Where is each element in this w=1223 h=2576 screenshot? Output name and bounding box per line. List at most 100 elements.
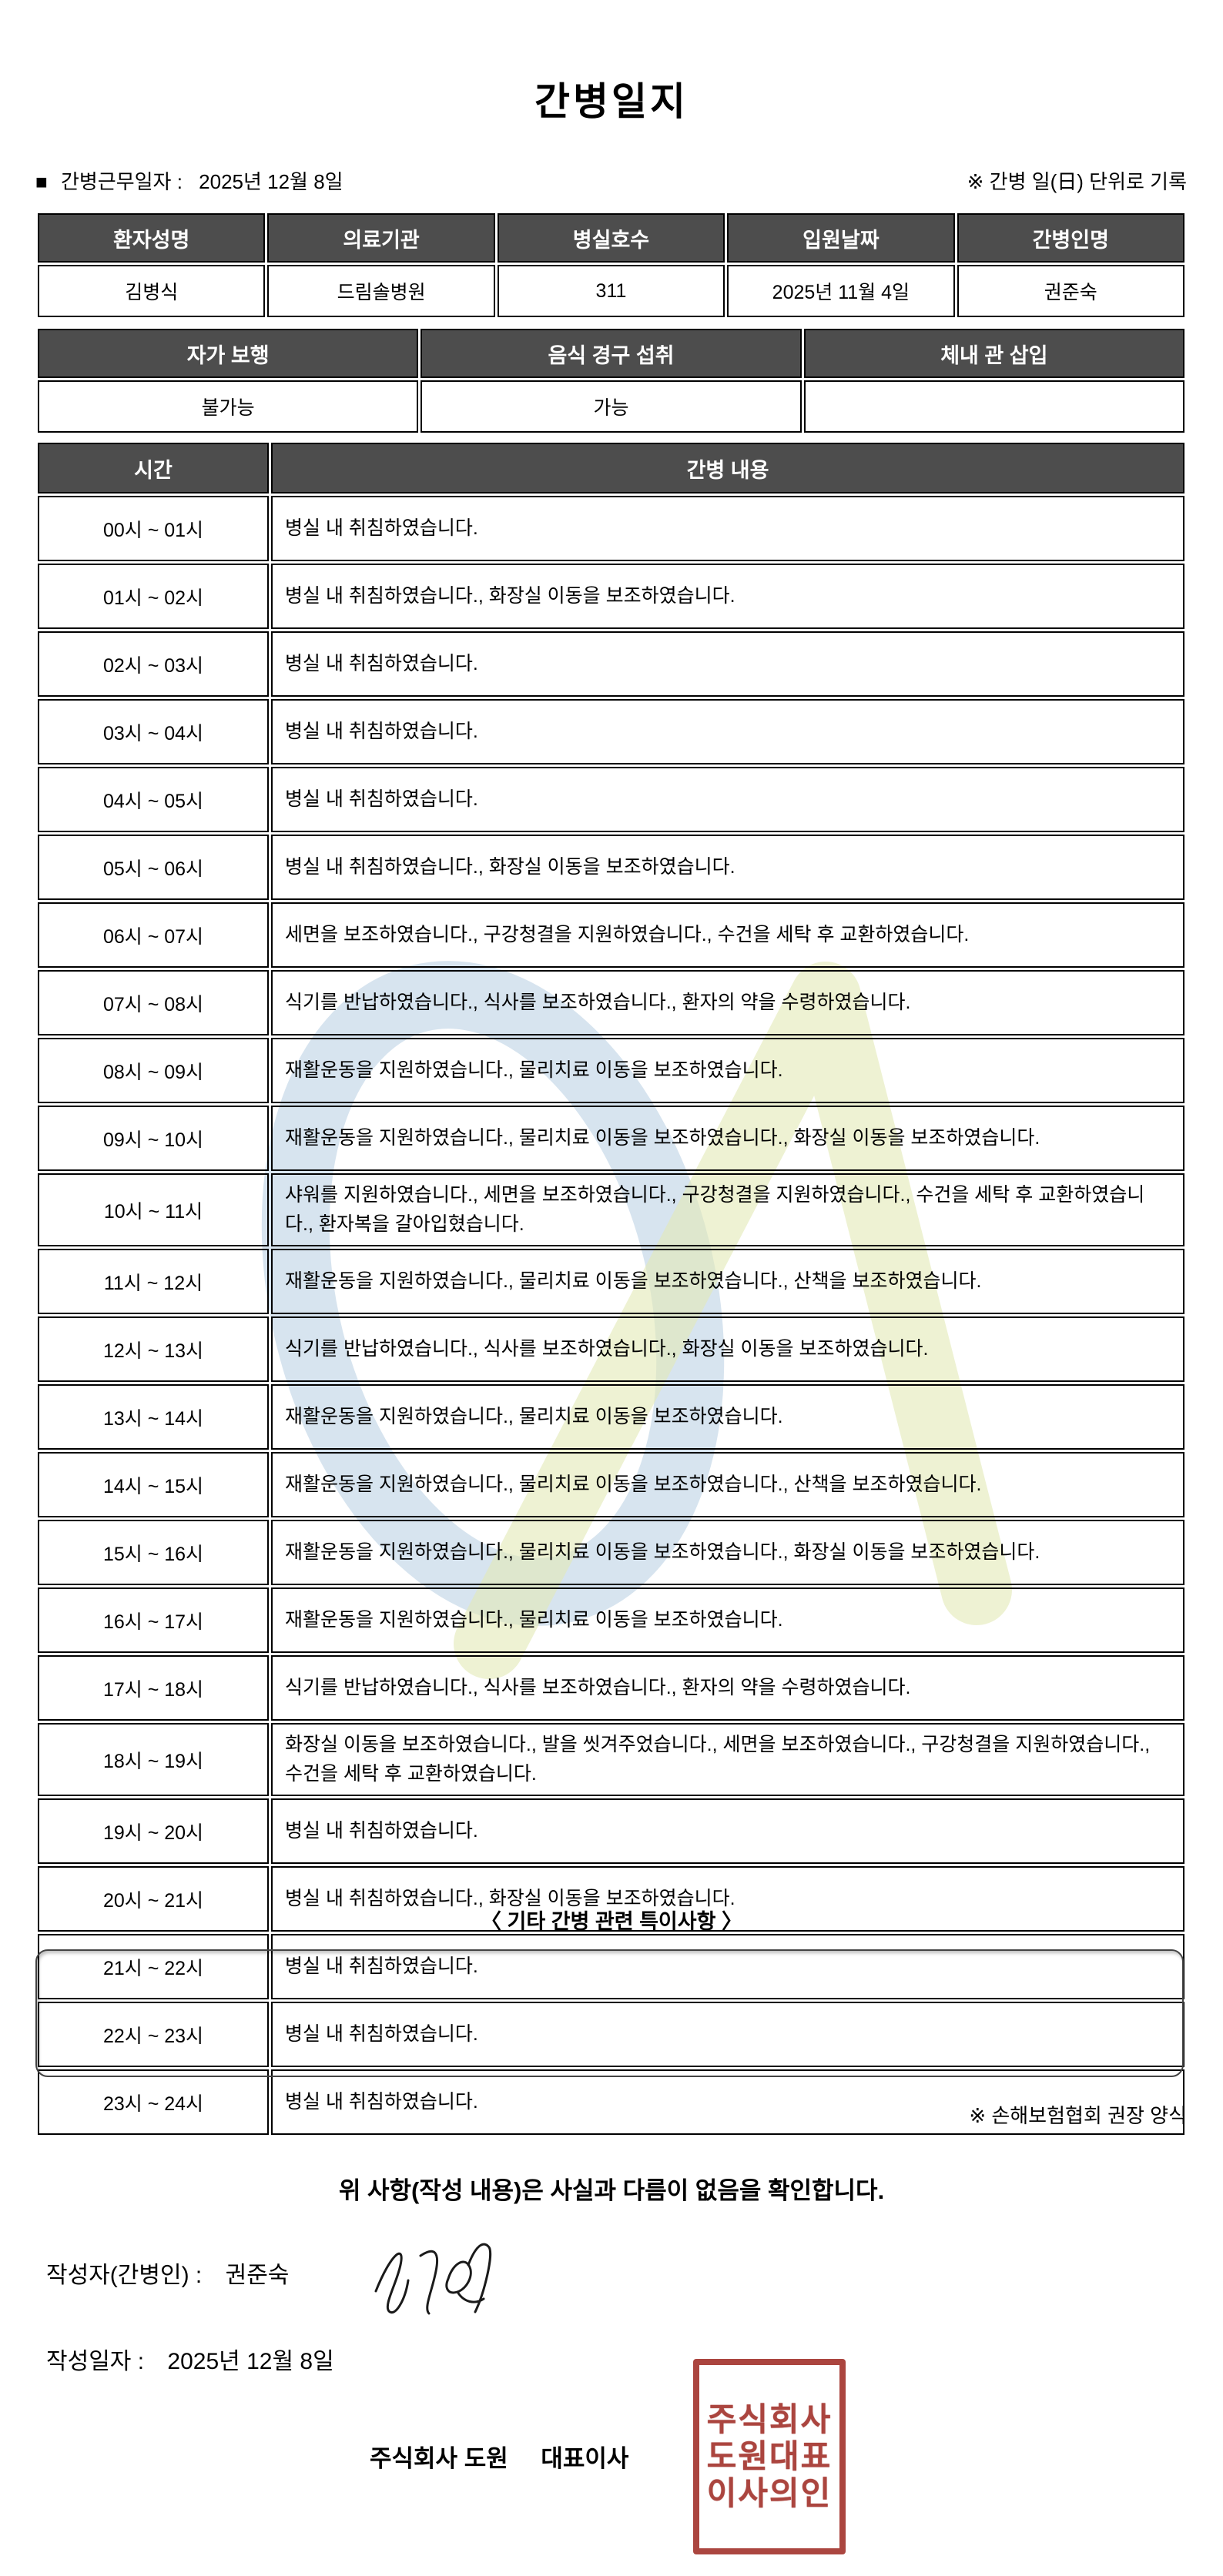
- log-content-cell: 병실 내 취침하였습니다.: [271, 767, 1184, 832]
- log-time-cell: 00시 ~ 01시: [38, 496, 269, 561]
- log-content-cell: 화장실 이동을 보조하였습니다., 발을 씻겨주었습니다., 세면을 보조하였습…: [271, 1723, 1184, 1796]
- log-time-cell: 03시 ~ 04시: [38, 699, 269, 764]
- log-content-cell: 병실 내 취침하였습니다.: [271, 1934, 1184, 1999]
- patient-value-cell: 311: [497, 265, 725, 317]
- patient-header-cell: 병실호수: [497, 213, 725, 263]
- log-row: 20시 ~ 21시 병실 내 취침하였습니다., 화장실 이동을 보조하였습니다…: [38, 1866, 1184, 1932]
- log-content-cell: 재활운동을 지원하였습니다., 물리치료 이동을 보조하였습니다.: [271, 1587, 1184, 1653]
- log-row: 02시 ~ 03시 병실 내 취침하였습니다.: [38, 631, 1184, 697]
- work-date-line: ■ 간병근무일자 : 2025년 12월 8일: [35, 166, 343, 195]
- log-time-cell: 22시 ~ 23시: [38, 2002, 269, 2067]
- log-time-cell: 19시 ~ 20시: [38, 1798, 269, 1864]
- record-unit-note: ※ 간병 일(日) 단위로 기록: [967, 170, 1187, 193]
- ability-value-cell: [803, 380, 1184, 433]
- corporate-seal-stamp: 주식회사 도원대표 이사의인: [693, 2359, 846, 2554]
- log-time-cell: 04시 ~ 05시: [38, 767, 269, 832]
- log-row: 16시 ~ 17시 재활운동을 지원하였습니다., 물리치료 이동을 보조하였습…: [38, 1587, 1184, 1653]
- log-header-row: 시간 간병 내용: [38, 443, 1184, 493]
- ability-header-row: 자가 보행 음식 경구 섭취 체내 관 삽입: [38, 329, 1184, 378]
- company-line: 주식회사 도원 대표이사: [370, 2439, 628, 2474]
- log-row: 06시 ~ 07시 세면을 보조하였습니다., 구강청결을 지원하였습니다., …: [38, 902, 1184, 968]
- log-content-cell: 병실 내 취침하였습니다., 화장실 이동을 보조하였습니다.: [271, 564, 1184, 629]
- patient-value-row: 김병식 드림솔병원 311 2025년 11월 4일 권준숙: [38, 265, 1184, 317]
- stamp-text-row: 이사의인: [706, 2475, 833, 2512]
- patient-header-row: 환자성명 의료기관 병실호수 입원날짜 간병인명: [38, 213, 1184, 263]
- stamp-text-row: 주식회사: [706, 2400, 833, 2437]
- log-time-cell: 18시 ~ 19시: [38, 1723, 269, 1796]
- log-content-cell: 병실 내 취침하였습니다.: [271, 2002, 1184, 2067]
- log-content-cell: 세면을 보조하였습니다., 구강청결을 지원하였습니다., 수건을 세탁 후 교…: [271, 902, 1184, 968]
- ability-value-row: 불가능 가능: [38, 380, 1184, 433]
- stamp-text-row: 도원대표: [706, 2437, 833, 2474]
- log-time-cell: 21시 ~ 22시: [38, 1934, 269, 1999]
- log-time-cell: 08시 ~ 09시: [38, 1038, 269, 1103]
- ability-value-cell: 가능: [421, 380, 802, 433]
- log-row: 22시 ~ 23시 병실 내 취침하였습니다.: [38, 2002, 1184, 2067]
- log-row: 10시 ~ 11시 샤워를 지원하였습니다., 세면을 보조하였습니다., 구강…: [38, 1173, 1184, 1246]
- log-content-cell: 재활운동을 지원하였습니다., 물리치료 이동을 보조하였습니다., 산책을 보…: [271, 1452, 1184, 1517]
- log-content-cell: 재활운동을 지원하였습니다., 물리치료 이동을 보조하였습니다.: [271, 1038, 1184, 1103]
- ability-header-cell: 체내 관 삽입: [803, 329, 1184, 378]
- log-row: 07시 ~ 08시 식기를 반납하였습니다., 식사를 보조하였습니다., 환자…: [38, 970, 1184, 1035]
- black-square-bullet: ■: [35, 170, 48, 193]
- log-row: 18시 ~ 19시 화장실 이동을 보조하였습니다., 발을 씻겨주었습니다.,…: [38, 1723, 1184, 1796]
- work-date-label: 간병근무일자 :: [60, 170, 183, 193]
- patient-value-cell: 김병식: [38, 265, 266, 317]
- log-content-cell: 병실 내 취침하였습니다.: [271, 2069, 1184, 2135]
- company-role: 대표이사: [541, 2445, 629, 2472]
- log-time-cell: 20시 ~ 21시: [38, 1866, 269, 1932]
- log-content-cell: 병실 내 취침하였습니다., 화장실 이동을 보조하였습니다.: [271, 1866, 1184, 1932]
- log-time-cell: 15시 ~ 16시: [38, 1520, 269, 1585]
- log-content-cell: 재활운동을 지원하였습니다., 물리치료 이동을 보조하였습니다., 화장실 이…: [271, 1106, 1184, 1171]
- log-content-cell: 재활운동을 지원하였습니다., 물리치료 이동을 보조하였습니다., 화장실 이…: [271, 1520, 1184, 1585]
- log-row: 08시 ~ 09시 재활운동을 지원하였습니다., 물리치료 이동을 보조하였습…: [38, 1038, 1184, 1103]
- ability-table: 자가 보행 음식 경구 섭취 체내 관 삽입 불가능 가능: [35, 326, 1187, 435]
- log-row: 11시 ~ 12시 재활운동을 지원하였습니다., 물리치료 이동을 보조하였습…: [38, 1249, 1184, 1314]
- patient-value-cell: 2025년 11월 4일: [727, 265, 955, 317]
- log-content-cell: 샤워를 지원하였습니다., 세면을 보조하였습니다., 구강청결을 지원하였습니…: [271, 1173, 1184, 1246]
- log-content-cell: 식기를 반납하였습니다., 식사를 보조하였습니다., 화장실 이동을 보조하였…: [271, 1316, 1184, 1382]
- patient-header-cell: 환자성명: [38, 213, 266, 263]
- log-content-cell: 병실 내 취침하였습니다.: [271, 699, 1184, 764]
- info-line: ■ 간병근무일자 : 2025년 12월 8일 ※ 간병 일(日) 단위로 기록: [35, 166, 1187, 195]
- writer-name: 권준숙: [225, 2263, 290, 2288]
- recommended-form-note: ※ 손해보험협회 권장 양식: [969, 2104, 1187, 2127]
- written-date-value: 2025년 12월 8일: [167, 2349, 334, 2374]
- log-row: 19시 ~ 20시 병실 내 취침하였습니다.: [38, 1798, 1184, 1864]
- log-row: 12시 ~ 13시 식기를 반납하였습니다., 식사를 보조하였습니다., 화장…: [38, 1316, 1184, 1382]
- log-body: 00시 ~ 01시 병실 내 취침하였습니다. 01시 ~ 02시 병실 내 취…: [38, 496, 1184, 2135]
- special-notes-box: [35, 1949, 1184, 2077]
- log-content-cell: 식기를 반납하였습니다., 식사를 보조하였습니다., 환자의 약을 수령하였습…: [271, 970, 1184, 1035]
- log-time-cell: 09시 ~ 10시: [38, 1106, 269, 1171]
- ability-header-cell: 자가 보행: [38, 329, 419, 378]
- log-content-cell: 식기를 반납하였습니다., 식사를 보조하였습니다., 환자의 약을 수령하였습…: [271, 1655, 1184, 1721]
- log-time-cell: 16시 ~ 17시: [38, 1587, 269, 1653]
- work-date-value: 2025년 12월 8일: [199, 170, 343, 193]
- confirmation-statement: 위 사항(작성 내용)은 사실과 다름이 없음을 확인합니다.: [338, 2177, 885, 2204]
- log-time-cell: 11시 ~ 12시: [38, 1249, 269, 1314]
- ability-value-cell: 불가능: [38, 380, 419, 433]
- patient-info-table: 환자성명 의료기관 병실호수 입원날짜 간병인명 김병식 드림솔병원 311 2025년 11…: [35, 211, 1187, 319]
- ability-header-cell: 음식 경구 섭취: [421, 329, 802, 378]
- log-row: 23시 ~ 24시 병실 내 취침하였습니다.: [38, 2069, 1184, 2135]
- patient-value-cell: 드림솔병원: [267, 265, 495, 317]
- log-content-cell: 병실 내 취침하였습니다.: [271, 1798, 1184, 1864]
- log-time-cell: 05시 ~ 06시: [38, 835, 269, 900]
- patient-header-cell: 의료기관: [267, 213, 495, 263]
- log-time-cell: 13시 ~ 14시: [38, 1384, 269, 1450]
- log-time-cell: 14시 ~ 15시: [38, 1452, 269, 1517]
- log-row: 14시 ~ 15시 재활운동을 지원하였습니다., 물리치료 이동을 보조하였습…: [38, 1452, 1184, 1517]
- log-time-cell: 01시 ~ 02시: [38, 564, 269, 629]
- log-row: 13시 ~ 14시 재활운동을 지원하였습니다., 물리치료 이동을 보조하였습…: [38, 1384, 1184, 1450]
- patient-header-cell: 입원날짜: [727, 213, 955, 263]
- log-content-cell: 병실 내 취침하였습니다.: [271, 631, 1184, 697]
- writer-line: 작성자(간병인) : 권준숙: [46, 2256, 289, 2290]
- log-time-cell: 06시 ~ 07시: [38, 902, 269, 968]
- log-time-cell: 12시 ~ 13시: [38, 1316, 269, 1382]
- log-time-header: 시간: [38, 443, 269, 493]
- written-date-label: 작성일자 :: [46, 2349, 145, 2374]
- log-time-cell: 02시 ~ 03시: [38, 631, 269, 697]
- handwritten-signature: [374, 2243, 492, 2315]
- log-content-cell: 병실 내 취침하였습니다., 화장실 이동을 보조하였습니다.: [271, 835, 1184, 900]
